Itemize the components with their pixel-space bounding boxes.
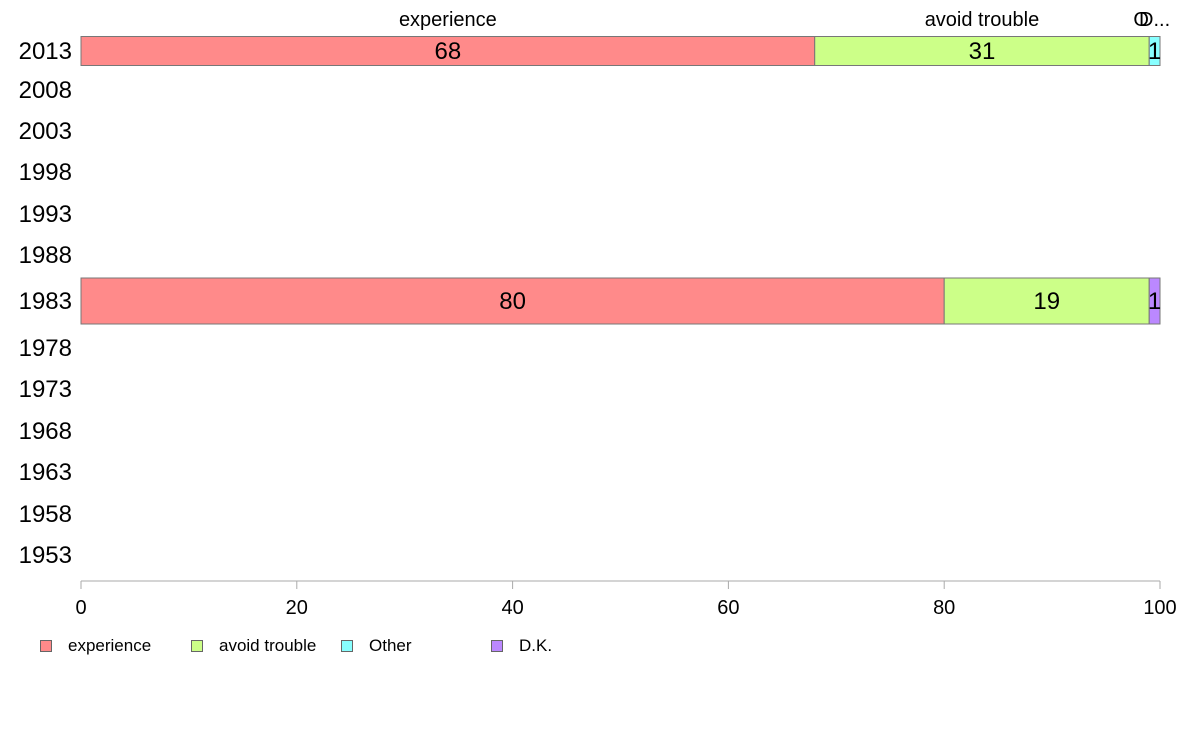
x-tick-label: 0 xyxy=(75,597,86,619)
category-label: 1978 xyxy=(19,335,72,362)
data-label: 1 xyxy=(1148,288,1161,315)
top-series-label: avoid trouble xyxy=(925,9,1040,31)
category-label: 2003 xyxy=(19,118,72,145)
chart-legend: experience avoid trouble Other D.K. xyxy=(0,636,1188,658)
bar-segment xyxy=(814,36,1150,66)
category-label: 1993 xyxy=(19,201,72,228)
category-label: 1953 xyxy=(19,542,72,569)
legend-item: experience xyxy=(40,636,151,656)
legend-swatch xyxy=(191,640,203,652)
top-series-label: experience xyxy=(399,9,497,31)
bar-segment xyxy=(80,36,816,66)
category-label: 1998 xyxy=(19,159,72,186)
legend-item: D.K. xyxy=(491,636,552,656)
legend-item: avoid trouble xyxy=(191,636,316,656)
data-label: 31 xyxy=(969,38,996,65)
x-tick-label: 60 xyxy=(717,597,739,619)
legend-swatch xyxy=(341,640,353,652)
category-label: 2008 xyxy=(19,77,72,104)
data-label: 80 xyxy=(499,288,526,315)
data-label: 19 xyxy=(1033,288,1060,315)
x-tick-label: 80 xyxy=(933,597,955,619)
legend-swatch xyxy=(491,640,503,652)
top-series-label: D... xyxy=(1139,9,1170,31)
category-label: 1973 xyxy=(19,376,72,403)
legend-item: Other xyxy=(341,636,412,656)
category-label: 1968 xyxy=(19,418,72,445)
bar-segment xyxy=(1148,277,1161,325)
legend-swatch xyxy=(40,640,52,652)
x-tick-label: 40 xyxy=(501,597,523,619)
data-label: 1 xyxy=(1148,38,1161,65)
category-label: 1988 xyxy=(19,242,72,269)
category-label: 1958 xyxy=(19,501,72,528)
top-series-label: O xyxy=(1133,9,1149,31)
legend-label: avoid trouble xyxy=(219,636,317,655)
category-label: 1963 xyxy=(19,459,72,486)
legend-label: Other xyxy=(369,636,412,655)
bar-segment xyxy=(1148,36,1161,66)
category-label: 1983 xyxy=(19,288,72,315)
legend-label: D.K. xyxy=(519,636,553,655)
legend-label: experience xyxy=(68,636,152,655)
x-tick-label: 20 xyxy=(286,597,308,619)
x-tick-label: 100 xyxy=(1143,597,1176,619)
data-label: 68 xyxy=(435,38,462,65)
category-label: 2013 xyxy=(19,38,72,65)
